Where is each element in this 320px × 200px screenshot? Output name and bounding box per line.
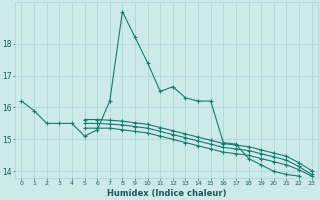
X-axis label: Humidex (Indice chaleur): Humidex (Indice chaleur): [107, 189, 226, 198]
